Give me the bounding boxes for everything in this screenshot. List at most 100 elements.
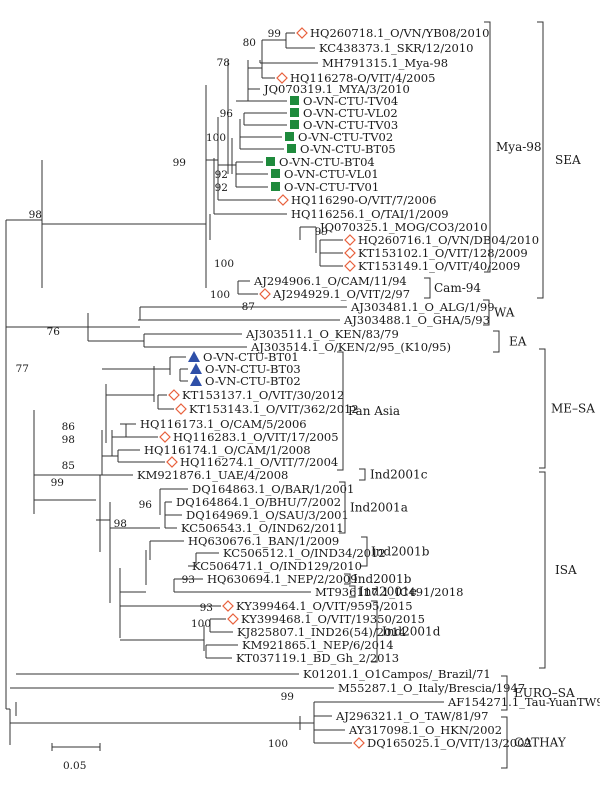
bootstrap-value: 99 xyxy=(281,691,294,703)
square-marker xyxy=(271,182,280,191)
lineage-ind2001a-bracket xyxy=(339,481,346,534)
taxon-label: DQ165025.1_O/VIT/13/2002 xyxy=(367,736,532,750)
lineage-cam94-bracket xyxy=(424,277,431,299)
taxon-label: AJ303511.1_O_KEN/83/79 xyxy=(245,327,399,341)
taxon-label: O-VN-CTU-BT01 xyxy=(203,350,299,364)
taxon-label: MH791315.1_Mya-98 xyxy=(322,56,448,70)
taxon-label: O-VN-CTU-TV02 xyxy=(298,130,393,144)
taxon-label: KY399468.1_O/VIT/19350/2015 xyxy=(241,612,425,626)
taxon-label: KY399464.1_O/VIT/9595/2015 xyxy=(236,599,413,613)
topotype-euro-sa-label: EURO–SA xyxy=(514,686,575,700)
topotype-ea-bracket xyxy=(493,330,500,353)
taxon-label: KM921876.1_UAE/4/2008 xyxy=(137,468,288,482)
bootstrap-values: 9980789610092929999981001008776778698859… xyxy=(16,28,328,750)
bootstrap-value: 86 xyxy=(62,421,76,433)
diamond-marker xyxy=(344,234,356,246)
taxon-label: KC506543.1_O/IND62/2011 xyxy=(181,521,344,535)
topotype-cathay-bracket xyxy=(501,716,508,769)
topotype-euro-sa-bracket xyxy=(501,675,508,711)
taxon-label: JQ070325.1_MOG/CO3/2010 xyxy=(319,220,488,234)
bootstrap-value: 98 xyxy=(62,434,75,446)
taxon-label: HQ116278-O/VIT/4/2005 xyxy=(290,71,435,85)
lineage-ind2001b-1-bracket xyxy=(361,536,368,567)
taxon-label: KC506471.1_O/IND129/2010 xyxy=(192,559,362,573)
topotype-wa-bracket xyxy=(483,299,490,326)
topotype-me-sa-bracket xyxy=(539,348,546,469)
taxon-label: M55287.1_O_Italy/Brescia/1947 xyxy=(338,681,525,695)
diamond-marker xyxy=(296,27,308,39)
bootstrap-value: 76 xyxy=(47,326,61,338)
taxon-label: KT153149.1_O/VIT/40/2009 xyxy=(358,259,520,273)
diamond-marker xyxy=(353,737,365,749)
taxon-label: DQ164863.1_O/BAR/1/2001 xyxy=(192,482,354,496)
topotype-isa-label: ISA xyxy=(555,563,577,577)
taxon-label: K01201.1_O1Campos/_Brazil/71 xyxy=(303,667,491,681)
diamond-marker xyxy=(222,600,234,612)
taxon-label: HQ630676.1_BAN/1/2009 xyxy=(188,534,339,548)
taxon-label: AJ303488.1_O_GHA/5/93 xyxy=(343,313,490,327)
bootstrap-value: 100 xyxy=(210,289,230,301)
lineage-ind2001b-2-label: Ind2001b xyxy=(353,572,412,586)
lineage-pan-asia-label: Pan Asia xyxy=(348,404,400,418)
topotype-me-sa-label: ME–SA xyxy=(551,402,595,416)
bootstrap-value: 77 xyxy=(16,363,29,375)
taxon-label: KC438373.1_SKR/12/2010 xyxy=(319,41,473,55)
square-marker xyxy=(290,120,299,129)
lineage-ind2001c-bracket xyxy=(359,468,366,481)
bootstrap-value: 93 xyxy=(200,602,213,614)
topotype-ea-label: EA xyxy=(509,335,527,349)
diamond-marker xyxy=(159,431,171,443)
scale-bar-label: 0.05 xyxy=(63,760,86,772)
diamond-marker xyxy=(166,456,178,468)
diamond-marker xyxy=(227,613,239,625)
square-marker xyxy=(266,157,275,166)
lineage-ind2001a-label: Ind2001a xyxy=(350,501,408,515)
taxon-label: DQ164969.1_O/SAU/3/2001 xyxy=(186,508,349,522)
taxon-label: O-VN-CTU-TV01 xyxy=(284,180,379,194)
clade-brackets: Mya-98 Cam-94 Pan Asia Ind2001c Ind2001a Ind2… xyxy=(337,21,595,769)
bootstrap-value: 96 xyxy=(139,499,153,511)
bootstrap-value: 100 xyxy=(214,258,234,270)
taxon-label: KJ825807.1_IND26(54)/2014 xyxy=(237,625,406,639)
lineage-cam94-label: Cam-94 xyxy=(434,281,481,295)
taxon-label: KT153137.1_O/VIT/30/2012 xyxy=(182,388,344,402)
lineage-ind2001e-bracket xyxy=(349,585,356,598)
square-marker xyxy=(287,144,296,153)
square-marker xyxy=(290,108,299,117)
taxon-label: HQ116274.1_O/VIT/7/2004 xyxy=(180,455,338,469)
triangle-marker xyxy=(188,351,200,362)
taxon-label: DQ164864.1_O/BHU/7/2002 xyxy=(176,495,341,509)
bootstrap-value: 99 xyxy=(51,477,64,489)
bootstrap-value: 98 xyxy=(114,518,127,530)
taxon-label: HQ116174.1_O/CAM/1/2008 xyxy=(144,443,311,457)
bootstrap-value: 85 xyxy=(62,460,75,472)
diamond-marker xyxy=(277,194,289,206)
bootstrap-value: 92 xyxy=(215,169,228,181)
lineage-mya98-label: Mya-98 xyxy=(496,140,542,154)
taxon-label: KT153102.1_O/VIT/128/2009 xyxy=(358,246,528,260)
taxon-label: HQ116173.1_O/CAM/5/2006 xyxy=(140,417,307,431)
diamond-marker xyxy=(175,403,187,415)
bootstrap-value: 99 xyxy=(315,226,328,238)
bootstrap-value: 78 xyxy=(217,57,230,69)
taxon-label: AJ303514.1_O/KEN/2/95_(K10/95) xyxy=(250,340,451,354)
topotype-wa-label: WA xyxy=(494,306,515,320)
bootstrap-value: 87 xyxy=(242,301,255,313)
taxon-label: O-VN-CTU-BT04 xyxy=(279,155,375,169)
taxon-label: O-VN-CTU-BT02 xyxy=(205,374,301,388)
diamond-marker xyxy=(344,260,356,272)
taxon-label: AJ296321.1_O_TAW/81/97 xyxy=(335,709,488,723)
taxon-label: AF154271.1_Tau-YuanTW97 xyxy=(447,695,600,709)
taxon-label: AY317098.1_O_HKN/2002 xyxy=(348,723,502,737)
bootstrap-value: 92 xyxy=(215,182,228,194)
taxon-label: O-VN-CTU-TV03 xyxy=(303,118,398,132)
taxon-label: AJ303481.1_O_ALG/1/99 xyxy=(350,300,495,314)
taxon-label: O-VN-CTU-TV04 xyxy=(303,94,398,108)
bootstrap-value: 80 xyxy=(243,37,256,49)
tree-branches xyxy=(5,32,444,745)
bootstrap-value: 100 xyxy=(206,132,226,144)
scale-bar: 0.05 xyxy=(51,743,101,772)
lineage-ind2001e-label: Ind2001e xyxy=(359,585,417,599)
square-marker xyxy=(290,96,299,105)
